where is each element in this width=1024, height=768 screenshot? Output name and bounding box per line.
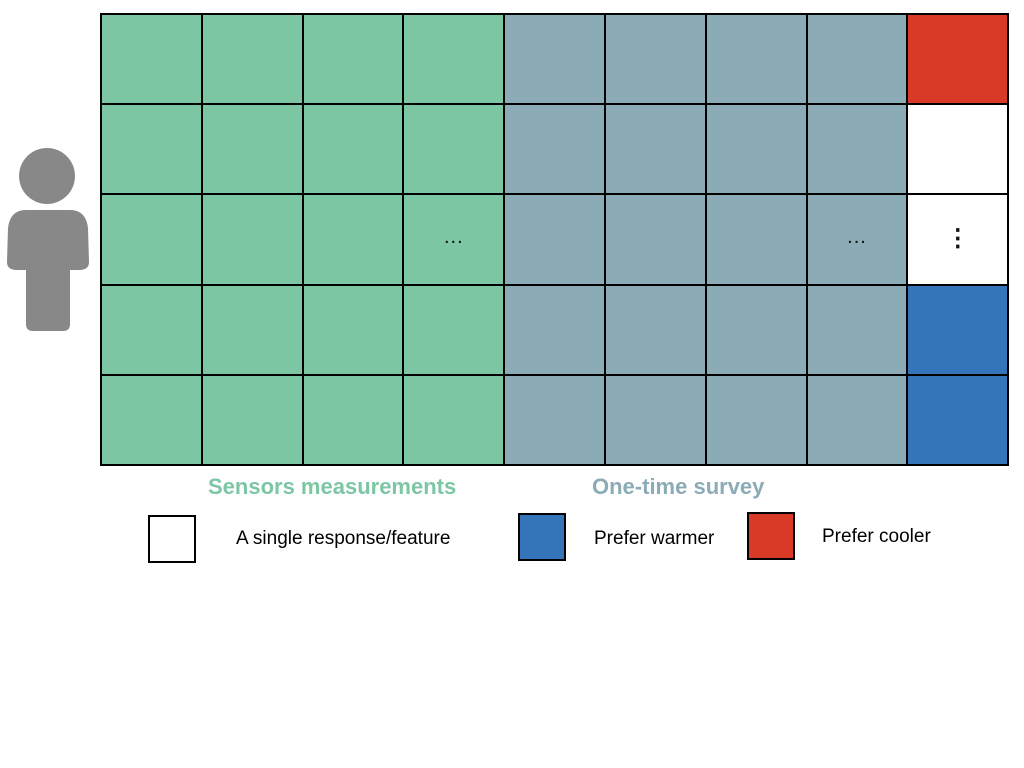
survey-cell [704,103,808,196]
survey-ellipsis: ... [847,225,867,248]
data-matrix: ...... ⋮ [100,13,1010,466]
sensor-cell [301,373,405,466]
sensor-cell [402,13,506,106]
legend-swatch-prefer-cooler [747,512,795,560]
one-time-survey-label: One-time survey [592,474,765,499]
survey-cell [604,103,707,196]
legend-swatch-single-response [148,515,196,563]
response-cell-blank: ⋮ [906,193,1010,286]
response-cell-prefer-warmer [906,373,1010,466]
survey-cell [704,193,808,286]
survey-cell [704,13,808,106]
survey-cell [805,103,909,196]
survey-cell [503,13,606,106]
survey-cell [704,283,808,376]
survey-cell [805,283,909,376]
survey-cell [704,373,808,466]
survey-cell [604,13,707,106]
sensor-cell [100,103,203,196]
survey-cell [805,373,909,466]
response-cell-prefer-cooler [906,13,1010,106]
sensor-cell [402,283,506,376]
legend-label-single-response: A single response/feature [236,528,451,549]
person-body [7,210,89,331]
sensor-cell [200,373,304,466]
sensor-cell [200,283,304,376]
person-head [19,148,75,204]
survey-cell: ... [805,193,909,286]
sensor-cell [301,103,405,196]
response-ellipsis: ⋮ [945,225,970,253]
sensor-cell [100,373,203,466]
sensor-cell [402,103,506,196]
person-silhouette-icon [7,148,89,331]
survey-cell [604,283,707,376]
sensors-measurements-label: Sensors measurements [208,474,457,499]
legend-swatch-prefer-warmer [518,513,566,561]
survey-cell [503,193,606,286]
sensor-cell [200,103,304,196]
survey-cell [503,283,606,376]
legend-label-prefer-cooler: Prefer cooler [822,526,931,547]
survey-cell [604,193,707,286]
sensor-cell [301,193,405,286]
sensor-cell [402,373,506,466]
sensor-cell [100,193,203,286]
survey-cell [503,373,606,466]
sensor-cell [301,283,405,376]
sensor-ellipsis: ... [443,225,464,248]
sensor-cell: ... [402,193,506,286]
sensor-cell [100,283,203,376]
sensor-cell [301,13,405,106]
survey-cell [604,373,707,466]
sensor-cell [200,193,304,286]
survey-cell [503,103,606,196]
sensor-cell [100,13,203,106]
survey-cell [805,13,909,106]
response-cell-blank [906,103,1010,196]
sensor-cell [200,13,304,106]
legend-label-prefer-warmer: Prefer warmer [594,528,715,549]
response-cell-prefer-warmer [906,283,1010,376]
